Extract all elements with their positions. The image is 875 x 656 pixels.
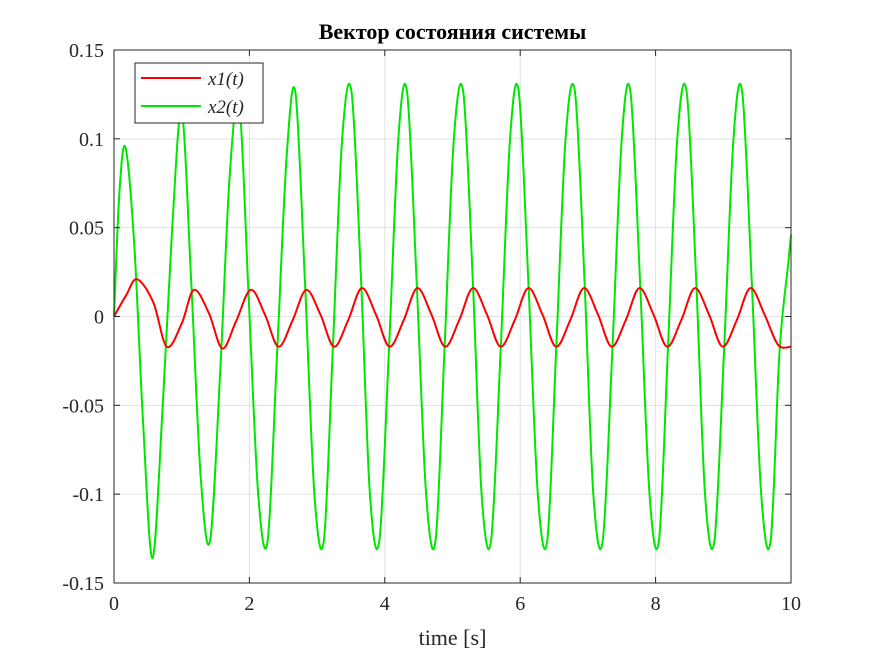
y-tick-label: 0 [94, 307, 104, 329]
legend-label: x2(t) [207, 97, 244, 118]
y-tick-label: 0.05 [69, 218, 104, 240]
legend-label: x1(t) [207, 69, 244, 90]
x-tick-label: 6 [515, 593, 525, 615]
plot-series [113, 82, 792, 560]
x-tick-label: 4 [380, 593, 390, 615]
y-tick-label: -0.05 [62, 395, 104, 417]
x-tick-label: 10 [781, 593, 801, 615]
series-line-x2 [113, 82, 792, 560]
y-tick-label: 0.15 [69, 40, 104, 62]
axis-ticks: 0 2 4 6 8 10 -0.15 -0.1 -0.05 0 0.05 0.1 0.15 [62, 40, 801, 615]
x-tick-label: 0 [109, 593, 119, 615]
y-tick-label: -0.15 [62, 573, 104, 595]
x-axis-title: time [s] [419, 625, 487, 650]
x-tick-label: 2 [244, 593, 254, 615]
chart-title: Вектор состояния системы [319, 19, 587, 44]
legend-box [134, 62, 264, 124]
y-tick-label: -0.1 [72, 484, 104, 506]
y-tick-label: 0.1 [79, 129, 104, 151]
series-line-x1 [113, 278, 792, 350]
legend: x1(t) x2(t) [134, 62, 264, 124]
x-tick-label: 8 [651, 593, 661, 615]
